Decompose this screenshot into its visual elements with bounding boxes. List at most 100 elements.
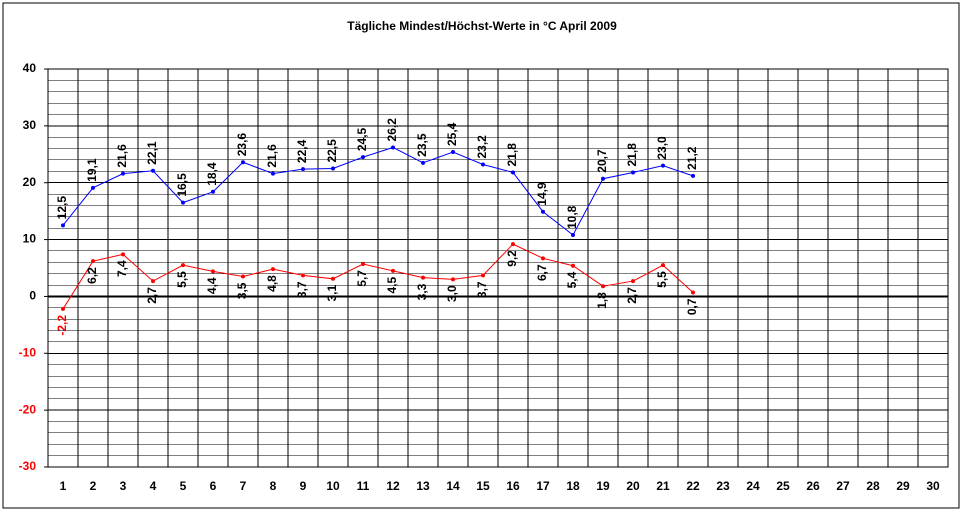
y-tick-label: 40 <box>23 61 37 75</box>
x-tick-label: 23 <box>716 479 730 493</box>
data-label: 3,5 <box>235 282 249 299</box>
data-label: 3,7 <box>295 281 309 298</box>
series-line <box>62 146 694 236</box>
y-tick-label: 20 <box>23 175 37 189</box>
data-label: 24,5 <box>355 127 369 151</box>
data-label: 3,3 <box>415 283 429 300</box>
x-tick-label: 24 <box>746 479 760 493</box>
data-point <box>91 185 95 190</box>
data-label: 10,8 <box>565 205 579 229</box>
data-point <box>511 170 515 175</box>
data-label: 9,2 <box>505 250 519 267</box>
data-point <box>211 189 215 194</box>
chart-title: Tägliche Mindest/Höchst-Werte in °C Apri… <box>347 19 617 33</box>
data-point <box>361 155 365 160</box>
data-point <box>181 200 185 205</box>
data-point <box>301 273 305 278</box>
data-point <box>121 171 125 176</box>
data-point <box>91 259 95 264</box>
data-point <box>331 166 335 171</box>
data-label: 21,6 <box>265 144 279 168</box>
data-label: 19,1 <box>85 158 99 182</box>
data-point <box>331 276 335 281</box>
y-tick-label: -10 <box>19 345 37 359</box>
x-tick-label: 3 <box>120 479 127 493</box>
data-point <box>481 162 485 167</box>
data-label: 4,8 <box>265 275 279 292</box>
data-point <box>391 268 395 273</box>
x-tick-label: 2 <box>90 479 97 493</box>
data-label: 3,7 <box>475 281 489 298</box>
data-point <box>61 223 65 228</box>
x-tick-label: 18 <box>566 479 580 493</box>
data-point <box>421 275 425 280</box>
series-line <box>62 243 694 310</box>
x-tick-label: 26 <box>806 479 820 493</box>
x-tick-label: 9 <box>300 479 307 493</box>
data-label: 0,7 <box>685 298 699 315</box>
data-point <box>571 263 575 268</box>
y-tick-label: 0 <box>29 289 36 303</box>
data-label: 2,7 <box>145 287 159 304</box>
data-point <box>601 176 605 181</box>
data-point <box>151 168 155 173</box>
data-point <box>661 163 665 168</box>
data-label: 1,8 <box>595 292 609 309</box>
data-label: 22,1 <box>145 141 159 165</box>
x-tick-label: 5 <box>180 479 187 493</box>
data-label: 4,4 <box>205 277 219 294</box>
data-point <box>481 273 485 278</box>
data-label: 23,0 <box>655 136 669 160</box>
data-label: 12,5 <box>55 196 69 220</box>
data-label: 22,4 <box>295 139 309 163</box>
data-label: 4,5 <box>385 277 399 294</box>
data-point <box>631 279 635 284</box>
data-point <box>391 145 395 150</box>
data-point <box>511 242 515 247</box>
data-point <box>271 171 275 176</box>
data-label: 5,4 <box>565 271 579 288</box>
data-point <box>631 170 635 175</box>
x-tick-label: 16 <box>506 479 520 493</box>
data-label: 21,8 <box>505 143 519 167</box>
x-tick-label: 10 <box>326 479 340 493</box>
data-label: 23,2 <box>475 135 489 159</box>
data-point <box>121 252 125 257</box>
x-tick-label: 21 <box>656 479 670 493</box>
data-label: 18,4 <box>205 162 219 186</box>
x-tick-label: 28 <box>866 479 880 493</box>
data-label: 23,5 <box>415 133 429 157</box>
x-tick-label: 12 <box>386 479 400 493</box>
x-tick-label: 14 <box>446 479 460 493</box>
x-tick-label: 15 <box>476 479 490 493</box>
data-label: 5,5 <box>655 271 669 288</box>
x-tick-label: 30 <box>926 479 940 493</box>
x-tick-label: 6 <box>210 479 217 493</box>
data-point <box>421 160 425 165</box>
y-tick-label: -30 <box>19 459 37 473</box>
y-tick-label: -20 <box>19 402 37 416</box>
data-point <box>541 209 545 214</box>
data-point <box>181 263 185 268</box>
data-label: 5,7 <box>355 270 369 287</box>
data-label: 3,1 <box>325 284 339 301</box>
data-point <box>241 274 245 279</box>
data-point <box>691 290 695 295</box>
data-label: 23,6 <box>235 133 249 157</box>
x-tick-label: 19 <box>596 479 610 493</box>
data-label: 3,0 <box>445 285 459 302</box>
data-label: 5,5 <box>175 271 189 288</box>
data-point <box>151 279 155 284</box>
data-point <box>301 167 305 172</box>
data-point <box>661 263 665 268</box>
data-label: 21,6 <box>115 144 129 168</box>
y-tick-label: 30 <box>23 118 37 132</box>
x-tick-label: 13 <box>416 479 430 493</box>
x-tick-label: 8 <box>270 479 277 493</box>
x-tick-label: 29 <box>896 479 910 493</box>
data-point <box>571 233 575 238</box>
x-tick-label: 4 <box>150 479 157 493</box>
x-tick-label: 7 <box>240 479 247 493</box>
x-tick-label: 27 <box>836 479 850 493</box>
